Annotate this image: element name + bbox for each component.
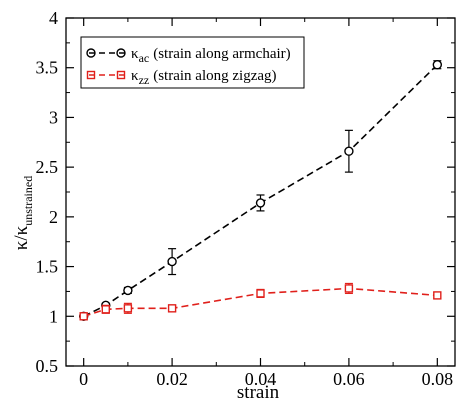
- data-point-zigzag: [433, 291, 442, 300]
- x-tick-label: 0: [79, 369, 88, 389]
- legend-box: [80, 36, 305, 89]
- legend-label-zigzag: κzz (strain along zigzag): [131, 68, 277, 87]
- x-tick-label: 0.04: [245, 369, 277, 389]
- legend: κac (strain along armchair) κzz (strain al…: [80, 36, 305, 89]
- series-line-armchair: [83, 64, 438, 318]
- y-tick-label: 0.5: [36, 356, 59, 376]
- legend-entry-zigzag: κzz (strain along zigzag): [86, 68, 277, 87]
- data-point-zigzag: [167, 304, 177, 313]
- y-tick-label: 3.5: [36, 58, 59, 78]
- data-point-armchair: [167, 256, 177, 267]
- y-axis: 0.5 1 1.5 2 2.5 3 3.5 4: [36, 8, 455, 376]
- x-tick-label: 0.08: [422, 369, 454, 389]
- data-point-zigzag: [101, 305, 110, 314]
- x-tick-label: 0.02: [156, 369, 188, 389]
- legend-marker-zigzag: [86, 70, 96, 80]
- y-tick-label: 1: [49, 306, 58, 326]
- data-point-armchair: [344, 146, 354, 156]
- data-point-zigzag: [79, 312, 88, 321]
- legend-marker-zigzag: [116, 70, 126, 80]
- legend-marker-armchair: [86, 48, 96, 58]
- y-tick-label: 4: [49, 8, 58, 28]
- x-tick-label: 0.06: [333, 369, 365, 389]
- data-point-armchair: [123, 285, 133, 296]
- x-axis-title: strain: [237, 382, 280, 403]
- legend-label-armchair: κac (strain along armchair): [131, 46, 291, 65]
- data-point-armchair: [255, 198, 266, 208]
- legend-marker-armchair: [116, 48, 126, 58]
- series-layer: [78, 60, 443, 321]
- data-point-zigzag: [344, 284, 354, 293]
- data-point-zigzag: [123, 304, 133, 313]
- y-tick-label: 2.5: [36, 157, 59, 177]
- x-axis: 0 0.02 0.04 0.06 0.08: [79, 18, 453, 389]
- series-armchair: [78, 60, 443, 321]
- series-zigzag: [79, 282, 442, 321]
- y-tick-label: 3: [49, 107, 58, 127]
- legend-entry-armchair: κac (strain along armchair): [86, 46, 291, 65]
- y-tick-label: 2: [49, 207, 58, 227]
- y-tick-label: 1.5: [36, 257, 59, 277]
- y-axis-title: κ/κunstrained: [11, 176, 35, 250]
- data-point-zigzag: [256, 289, 265, 298]
- data-point-armchair: [432, 60, 443, 70]
